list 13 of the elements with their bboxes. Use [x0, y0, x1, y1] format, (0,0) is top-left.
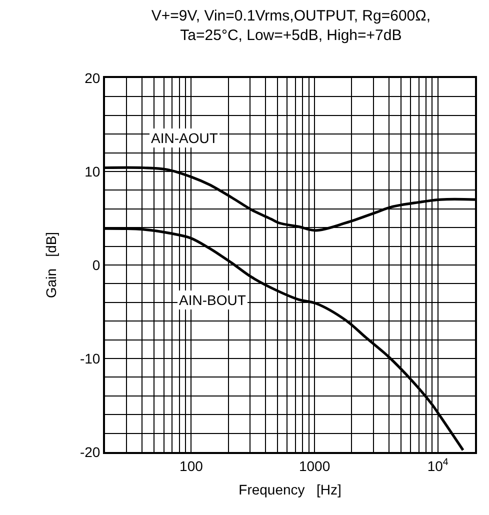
series-label: AIN-AOUT [151, 130, 218, 146]
y-tick-label: 0 [92, 256, 100, 273]
y-tick-label: -10 [80, 350, 100, 366]
x-tick-label: 100 [180, 458, 204, 474]
y-tick-label: 20 [84, 70, 100, 86]
y-tick-label: 10 [84, 163, 100, 180]
y-tick-label: -20 [80, 444, 100, 460]
x-tick-label: 1000 [298, 458, 330, 474]
series-label: AIN-BOUT [179, 292, 246, 308]
x-axis-title: Frequency [Hz] [238, 482, 342, 498]
y-axis-title: Gain [dB] [43, 232, 60, 298]
x-tick-label: 10$^{4}$ [427, 456, 449, 474]
chart-title: V+=9V, Vin=0.1Vrms,OUTPUT, Rg=600Ω, Ta=25°C, Low=+5dB, High=+7dB [151, 8, 431, 44]
